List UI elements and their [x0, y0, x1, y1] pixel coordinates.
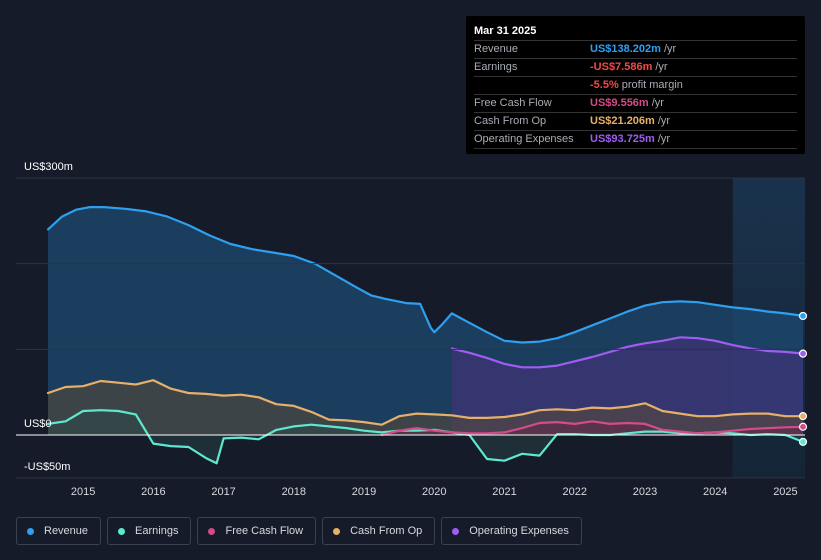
tooltip-row-label: Revenue [474, 43, 519, 55]
area-cfo [48, 380, 803, 435]
x-tick-label: 2015 [71, 486, 95, 498]
tooltip-date: Mar 31 2025 [474, 23, 797, 41]
tooltip-row: Operating Expenses US$93.725m/yr [474, 131, 797, 149]
legend-label: Cash From Op [350, 525, 423, 537]
x-tick-label: 2021 [492, 486, 516, 498]
tooltip-row-unit: /yr [657, 133, 671, 145]
x-tick-label: 2019 [352, 486, 376, 498]
tooltip-row-label: Operating Expenses [474, 133, 574, 145]
tooltip-row: Free Cash Flow US$9.556m/yr [474, 95, 797, 113]
x-tick-label: 2020 [422, 486, 446, 498]
y-tick-label: US$0 [24, 418, 52, 430]
x-tick-label: 2023 [633, 486, 657, 498]
tooltip-row-unit: profit margin [621, 79, 683, 91]
legend-label: Revenue [44, 525, 89, 537]
line-earnings [46, 409, 805, 465]
legend-item-fcf[interactable]: Free Cash Flow [197, 517, 317, 545]
legend-dot-icon [333, 527, 341, 535]
tooltip-row-label: Earnings [474, 61, 518, 73]
legend-dot-icon [118, 527, 126, 535]
area-fcf [381, 421, 803, 435]
tooltip-row-value: -US$7.586m [590, 61, 653, 73]
x-tick-label: 2025 [773, 486, 797, 498]
legend-item-opex[interactable]: Operating Expenses [441, 517, 582, 545]
line-fcf [380, 420, 805, 437]
legend-dot-icon [452, 527, 460, 535]
tooltip-row: -5.5% profit margin [474, 77, 797, 95]
x-tick-label: 2022 [563, 486, 587, 498]
tooltip-row-unit: /yr [657, 115, 671, 127]
tooltip-row-value: US$138.202m [590, 43, 661, 55]
legend-label: Earnings [135, 525, 179, 537]
area-earnings [48, 410, 803, 464]
x-tick-label: 2017 [211, 486, 235, 498]
tooltip-row-value: -5.5% [590, 79, 619, 91]
tooltip-row-value: US$21.206m [590, 115, 655, 127]
line-cfo [46, 379, 805, 426]
legend-dot-icon [27, 527, 34, 535]
y-tick-label: -US$50m [24, 461, 70, 473]
legend-label: Free Cash Flow [225, 525, 304, 537]
tooltip-row-value: US$9.556m [590, 97, 649, 109]
endpoint-fcf [798, 422, 808, 431]
tooltip-row-value: US$93.725m [590, 133, 655, 145]
tooltip-row: Revenue US$138.202m/yr [474, 41, 797, 59]
endpoint-opex [798, 349, 808, 358]
tooltip-row-label: Cash From Op [474, 115, 547, 127]
tooltip-row: Cash From Op US$21.206m/yr [474, 113, 797, 131]
legend-item-revenue[interactable]: Revenue [16, 517, 102, 545]
tooltip-row: Earnings -US$7.586m/yr [474, 59, 797, 77]
legend-item-earnings[interactable]: Earnings [107, 517, 192, 545]
line-opex [450, 336, 805, 369]
x-tick-label: 2016 [141, 486, 165, 498]
legend-item-cfo[interactable]: Cash From Op [322, 517, 436, 545]
x-tick-label: 2018 [282, 486, 306, 498]
y-tick-label: US$300m [24, 161, 73, 173]
tooltip-row-label [474, 77, 590, 94]
tooltip-row-unit: /yr [663, 43, 677, 55]
tooltip-row-label: Free Cash Flow [474, 97, 552, 109]
endpoint-earnings [798, 437, 808, 446]
endpoint-revenue [798, 311, 808, 321]
tooltip-row-unit: /yr [655, 61, 668, 73]
legend-label: Operating Expenses [469, 525, 569, 537]
legend-dot-icon [208, 527, 216, 535]
data-tooltip: Mar 31 2025 Revenue US$138.202m/yr Earning… [466, 16, 805, 154]
chart-legend: Revenue Earnings Free Cash Flow Cash From O… [16, 517, 582, 545]
endpoint-cfo [798, 412, 808, 421]
tooltip-row-unit: /yr [651, 97, 664, 109]
line-revenue [46, 206, 805, 344]
x-tick-label: 2024 [703, 486, 727, 498]
